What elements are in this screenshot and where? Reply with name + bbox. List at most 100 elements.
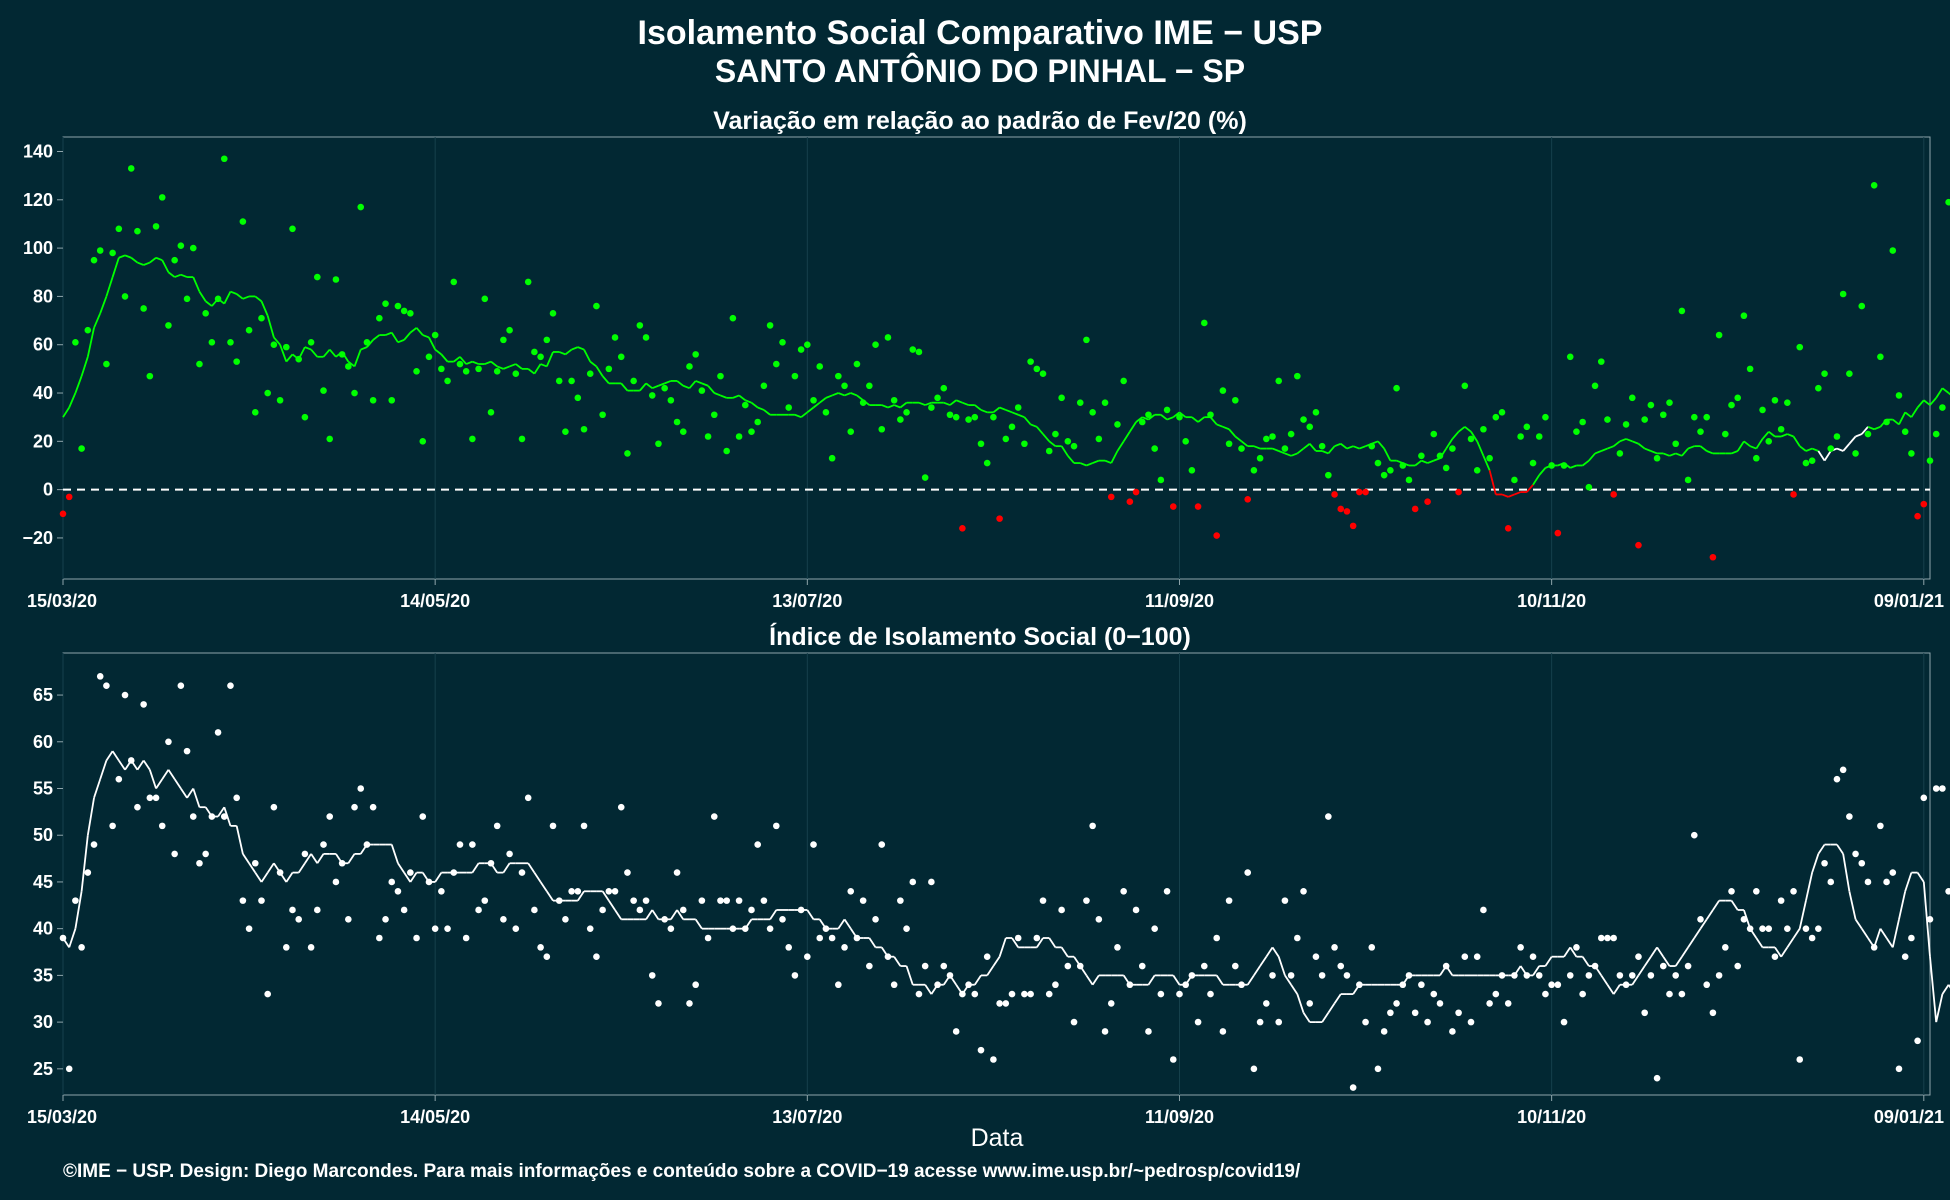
variation-moving-average-segment [1736,440,1745,452]
variation-daily-point [1089,409,1096,416]
index-moving-average-segment [1705,909,1714,920]
variation-daily-point [1802,459,1810,467]
variation-moving-average-segment [260,300,269,317]
variation-moving-average-segment [571,346,579,351]
variation-daily-point [1548,462,1555,469]
variation-daily-point [487,409,495,416]
variation-moving-average-segment [601,375,610,384]
index-moving-average-segment [217,806,226,818]
variation-moving-average-segment [1650,450,1658,455]
index-daily-point [1827,878,1835,886]
variation-daily-point [617,353,625,361]
variation-daily-point [866,382,873,390]
variation-daily-point [233,358,240,365]
variation-moving-average-segment [1166,416,1174,421]
index-daily-point [450,869,458,876]
index-daily-point [400,906,408,914]
variation-moving-average-segment [738,394,746,401]
variation-daily-point [1542,413,1549,421]
variation-panel-title: Variação em relação ao padrão de Fev/20 … [713,107,1247,135]
index-daily-point [667,925,675,932]
variation-moving-average-segment [962,401,969,406]
variation-daily-point [1145,411,1152,419]
index-daily-point [605,887,613,895]
variation-x-tick-label: 09/01/21 [1874,591,1944,611]
variation-moving-average-segment [1669,452,1677,457]
variation-daily-point [648,392,656,399]
index-moving-average-segment [1091,974,1100,986]
footer-credit: ©IME − USP. Design: Diego Marcondes. Par… [63,1161,1301,1182]
variation-moving-average-segment [509,363,517,368]
variation-daily-point [1939,404,1946,411]
index-moving-average-segment [1904,872,1913,892]
variation-moving-average-segment [273,336,281,346]
index-moving-average-segment [1265,946,1274,958]
variation-daily-point [146,372,154,380]
variation-moving-average-segment [1780,433,1788,438]
variation-moving-average-segment [515,363,523,370]
index-moving-average-segment [1296,993,1305,1014]
index-x-tick-label: 09/01/21 [1874,1107,1944,1127]
index-daily-point [227,682,234,690]
variation-daily-point [400,307,408,315]
index-moving-average-segment [1060,946,1069,958]
variation-y-tick-label: 0 [43,480,53,500]
variation-daily-point [1709,553,1717,561]
variation-daily-point [1126,498,1134,506]
variation-daily-point [1380,471,1388,479]
variation-daily-point [506,326,513,334]
variation-daily-point [1449,445,1456,452]
variation-daily-point [555,377,563,385]
variation-moving-average-segment [285,353,294,363]
index-daily-point [1169,1056,1177,1063]
variation-daily-point [220,155,228,163]
variation-daily-point [1852,450,1859,457]
variation-daily-point [717,372,724,380]
index-daily-point [220,813,228,820]
variation-moving-average-segment [1135,416,1143,423]
index-daily-point [1815,925,1822,932]
variation-moving-average-segment [1855,433,1863,438]
variation-daily-point [456,360,464,368]
variation-moving-average-segment [1048,440,1056,447]
variation-daily-point [1399,462,1407,469]
index-daily-point [376,934,383,942]
index-daily-point [307,944,315,951]
index-daily-point [165,738,172,746]
variation-moving-average-segment [1916,399,1925,409]
variation-daily-point [1418,452,1425,460]
index-daily-point [630,897,637,904]
variation-moving-average-segment [1731,450,1739,455]
variation-moving-average-segment [118,254,126,259]
variation-moving-average-segment [589,360,597,368]
variation-moving-average-segment [1470,431,1478,442]
index-moving-average-segment [1786,937,1795,948]
variation-daily-point [1287,430,1295,438]
variation-daily-point [65,493,73,501]
variation-y-tick-label: 20 [33,431,53,451]
variation-daily-point [710,411,718,419]
variation-daily-point [897,416,904,423]
variation-daily-point [134,227,141,235]
variation-daily-point [1256,454,1264,462]
variation-daily-point [1045,447,1053,455]
index-daily-point [766,925,774,932]
variation-moving-average-segment [732,394,740,399]
index-daily-point [1548,981,1555,989]
variation-daily-point [1734,394,1742,402]
variation-daily-point [1821,370,1828,377]
variation-moving-average-segment [1892,418,1900,426]
index-moving-average-segment [546,890,554,902]
variation-moving-average-segment [651,384,659,390]
index-daily-point [1182,981,1189,989]
variation-moving-average-segment [372,334,380,341]
index-daily-point [438,887,445,895]
index-daily-point [1666,990,1673,998]
variation-moving-average-segment [1240,440,1249,447]
index-daily-point [1498,972,1506,979]
variation-daily-point [704,433,712,440]
variation-daily-point [1138,418,1146,426]
x-axis-label: Data [971,1124,1024,1152]
variation-moving-average-segment [831,392,839,397]
variation-daily-point [413,367,420,375]
